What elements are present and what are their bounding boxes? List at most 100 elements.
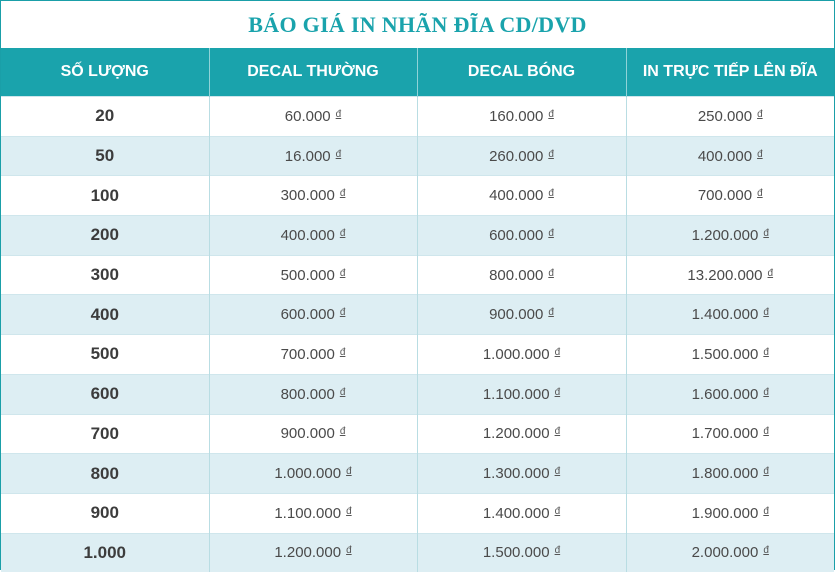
currency-symbol: đ — [768, 268, 774, 279]
currency-symbol: đ — [346, 466, 352, 477]
currency-symbol: đ — [336, 109, 342, 120]
currency-symbol: đ — [336, 149, 342, 160]
decal-thuong-price-value: 1.000.000 — [274, 465, 341, 482]
decal-bong-price-value: 1.500.000 — [483, 544, 550, 561]
decal-thuong-price-value: 700.000 — [281, 346, 335, 363]
currency-symbol: đ — [555, 426, 561, 437]
decal-bong-price-value: 400.000 — [489, 187, 543, 204]
price-table: SỐ LƯỢNG DECAL THƯỜNG DECAL BÓNG IN TRỰC… — [1, 48, 834, 572]
decal-thuong-price-value: 800.000 — [281, 386, 335, 403]
quantity-cell: 200 — [1, 216, 209, 256]
decal-thuong-price-value: 500.000 — [281, 267, 335, 284]
quantity-cell: 50 — [1, 136, 209, 176]
currency-symbol: đ — [763, 466, 769, 477]
currency-symbol: đ — [763, 228, 769, 239]
decal-bong-price: 600.000 đ — [417, 216, 626, 256]
quantity-cell-value: 900 — [91, 503, 119, 522]
quantity-cell: 800 — [1, 454, 209, 494]
in-truc-tiep-price-value: 1.200.000 — [692, 227, 759, 244]
quantity-cell: 1.000 — [1, 533, 209, 572]
in-truc-tiep-price: 1.200.000 đ — [626, 216, 834, 256]
header-decal-bong: DECAL BÓNG — [417, 48, 626, 97]
quantity-cell-value: 50 — [95, 146, 114, 165]
quantity-cell-value: 500 — [91, 344, 119, 363]
currency-symbol: đ — [346, 506, 352, 517]
quantity-cell: 500 — [1, 335, 209, 375]
currency-symbol: đ — [548, 228, 554, 239]
currency-symbol: đ — [346, 545, 352, 556]
in-truc-tiep-price: 250.000 đ — [626, 97, 834, 137]
currency-symbol: đ — [548, 188, 554, 199]
decal-bong-price-value: 600.000 — [489, 227, 543, 244]
quantity-cell: 600 — [1, 374, 209, 414]
currency-symbol: đ — [763, 426, 769, 437]
decal-thuong-price-value: 1.100.000 — [274, 505, 341, 522]
currency-symbol: đ — [548, 307, 554, 318]
in-truc-tiep-price-value: 13.200.000 — [687, 267, 762, 284]
decal-thuong-price-value: 300.000 — [281, 187, 335, 204]
in-truc-tiep-price-value: 250.000 — [698, 108, 752, 125]
quantity-cell-value: 300 — [91, 265, 119, 284]
quantity-cell-value: 1.000 — [83, 543, 126, 562]
decal-bong-price-value: 1.100.000 — [483, 386, 550, 403]
currency-symbol: đ — [548, 268, 554, 279]
decal-bong-price: 1.300.000 đ — [417, 454, 626, 494]
in-truc-tiep-price-value: 700.000 — [698, 187, 752, 204]
header-quantity: SỐ LƯỢNG — [1, 48, 209, 97]
in-truc-tiep-price: 13.200.000 đ — [626, 255, 834, 295]
decal-bong-price-value: 1.300.000 — [483, 465, 550, 482]
in-truc-tiep-price-value: 1.500.000 — [692, 346, 759, 363]
currency-symbol: đ — [340, 307, 346, 318]
currency-symbol: đ — [340, 228, 346, 239]
decal-bong-price-value: 1.400.000 — [483, 505, 550, 522]
currency-symbol: đ — [555, 387, 561, 398]
decal-thuong-price-value: 400.000 — [281, 227, 335, 244]
decal-bong-price: 800.000 đ — [417, 255, 626, 295]
decal-bong-price: 1.100.000 đ — [417, 374, 626, 414]
in-truc-tiep-price-value: 1.600.000 — [692, 386, 759, 403]
currency-symbol: đ — [548, 109, 554, 120]
decal-bong-price: 400.000 đ — [417, 176, 626, 216]
header-in-truc-tiep: IN TRỰC TIẾP LÊN ĐĨA — [626, 48, 834, 97]
decal-thuong-price: 400.000 đ — [209, 216, 417, 256]
currency-symbol: đ — [548, 149, 554, 160]
decal-bong-price-value: 1.000.000 — [483, 346, 550, 363]
currency-symbol: đ — [340, 268, 346, 279]
currency-symbol: đ — [340, 188, 346, 199]
in-truc-tiep-price-value: 2.000.000 — [692, 544, 759, 561]
decal-thuong-price: 1.000.000 đ — [209, 454, 417, 494]
quantity-cell-value: 200 — [91, 225, 119, 244]
decal-thuong-price-value: 60.000 — [285, 108, 331, 125]
header-decal-thuong: DECAL THƯỜNG — [209, 48, 417, 97]
quantity-cell: 100 — [1, 176, 209, 216]
currency-symbol: đ — [757, 109, 763, 120]
decal-thuong-price: 60.000 đ — [209, 97, 417, 137]
decal-bong-price-value: 800.000 — [489, 267, 543, 284]
currency-symbol: đ — [555, 466, 561, 477]
